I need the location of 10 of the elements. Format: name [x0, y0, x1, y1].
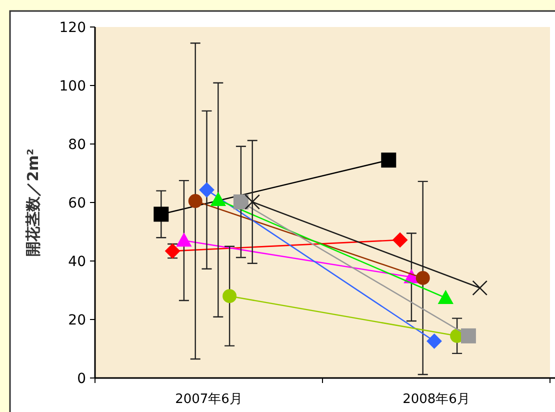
y-tick-label: 60 [68, 196, 86, 212]
y-tick-label: 100 [59, 78, 86, 94]
y-tick-label: 80 [68, 137, 86, 153]
y-tick-label: 0 [77, 371, 86, 387]
x-tick-label: 2008年6月 [402, 392, 470, 407]
y-tick-label: 120 [59, 20, 86, 36]
y-tick-label: 40 [68, 254, 86, 270]
y-tick-label: 20 [68, 312, 86, 328]
y-axis-title: 開花茎数／2m² [24, 148, 42, 256]
x-tick-label: 2007年6月 [175, 392, 242, 407]
